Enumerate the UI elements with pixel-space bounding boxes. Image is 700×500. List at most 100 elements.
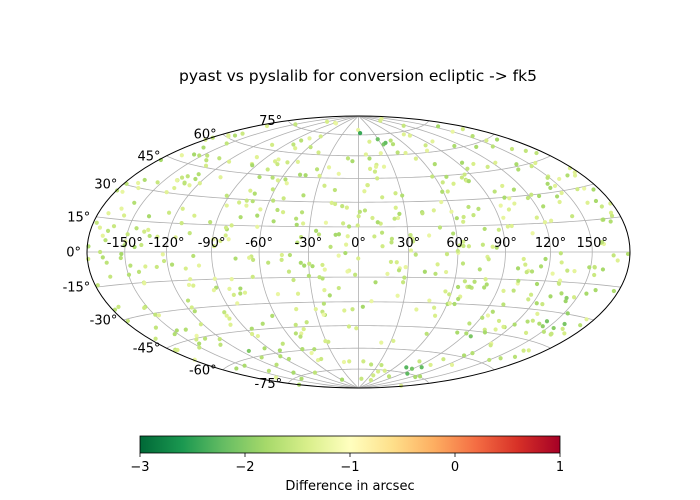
data-point: [417, 359, 422, 364]
longitude-tick-label: -150°: [107, 236, 143, 251]
data-point: [120, 189, 125, 194]
data-point: [346, 224, 352, 229]
data-point: [450, 129, 455, 134]
data-point: [223, 233, 228, 238]
data-point: [557, 199, 562, 205]
data-point: [323, 220, 329, 225]
data-point: [298, 260, 303, 265]
data-point: [293, 322, 298, 328]
data-point: [293, 331, 298, 336]
data-point: [462, 279, 467, 284]
data-point: [551, 325, 556, 331]
data-point: [562, 321, 567, 327]
data-point: [516, 167, 521, 172]
data-point: [501, 302, 506, 307]
data-point: [275, 207, 280, 213]
data-point: [511, 288, 516, 293]
data-point: [585, 200, 590, 205]
data-point: [333, 201, 338, 207]
data-point: [397, 211, 402, 216]
data-point: [451, 231, 456, 236]
data-point: [132, 244, 137, 250]
data-point: [534, 301, 539, 306]
data-point: [255, 213, 260, 218]
data-point: [378, 151, 383, 156]
data-point: [321, 301, 326, 306]
data-point: [147, 233, 152, 239]
latitude-tick-label: -45°: [133, 342, 161, 357]
data-point: [599, 204, 604, 209]
data-point: [197, 153, 202, 158]
longitude-tick-label: 150°: [577, 236, 608, 251]
data-point: [362, 208, 368, 213]
data-point: [466, 178, 471, 184]
data-point: [529, 163, 534, 169]
data-point: [501, 324, 506, 329]
data-point: [559, 190, 564, 196]
data-point: [313, 228, 319, 233]
data-point: [373, 280, 378, 285]
data-point: [108, 274, 113, 279]
data-point: [275, 178, 281, 183]
data-point: [249, 326, 254, 331]
data-point: [505, 224, 510, 229]
data-point: [525, 195, 531, 201]
data-point: [396, 268, 402, 273]
data-point: [523, 262, 528, 267]
data-point: [402, 275, 407, 280]
data-point: [534, 215, 539, 220]
data-point: [483, 277, 488, 282]
data-point: [571, 295, 577, 300]
data-point: [524, 270, 529, 275]
data-point: [401, 123, 406, 128]
data-point: [260, 321, 265, 326]
data-point: [287, 252, 293, 258]
data-point: [294, 307, 299, 312]
data-point: [501, 288, 506, 293]
data-point: [196, 263, 202, 268]
data-point: [211, 243, 217, 249]
data-point: [196, 172, 201, 177]
data-point: [456, 296, 461, 302]
data-point: [492, 189, 497, 194]
data-point: [270, 142, 275, 147]
data-point: [347, 359, 352, 364]
data-point: [342, 308, 347, 313]
data-point: [565, 268, 570, 273]
data-point: [194, 337, 199, 342]
data-point: [457, 243, 462, 248]
parallel-line: [166, 155, 551, 179]
data-point: [403, 265, 408, 270]
colorbar-tick-label: −2: [235, 460, 254, 475]
data-point: [192, 152, 197, 157]
data-point: [570, 214, 575, 219]
data-point: [493, 160, 498, 165]
data-point: [321, 312, 326, 317]
data-point: [136, 185, 141, 191]
data-point: [534, 150, 539, 156]
data-point: [185, 174, 190, 179]
data-point: [393, 191, 398, 196]
data-point: [407, 133, 413, 138]
data-point: [541, 204, 546, 209]
data-point: [259, 355, 264, 360]
data-point: [447, 301, 452, 306]
data-point: [142, 281, 147, 286]
data-point: [223, 225, 229, 230]
data-point: [427, 298, 432, 303]
longitude-tick-label: -60°: [245, 236, 273, 251]
data-point: [153, 325, 158, 330]
parallel-line: [123, 183, 594, 203]
data-point: [345, 269, 350, 274]
data-point: [191, 283, 196, 288]
data-point: [424, 331, 429, 336]
data-point: [291, 370, 296, 375]
data-point: [231, 292, 236, 297]
data-point: [369, 299, 374, 304]
data-point: [197, 345, 202, 350]
data-point: [562, 331, 567, 336]
data-point: [180, 206, 185, 211]
data-point: [276, 157, 281, 162]
data-point: [486, 257, 491, 262]
